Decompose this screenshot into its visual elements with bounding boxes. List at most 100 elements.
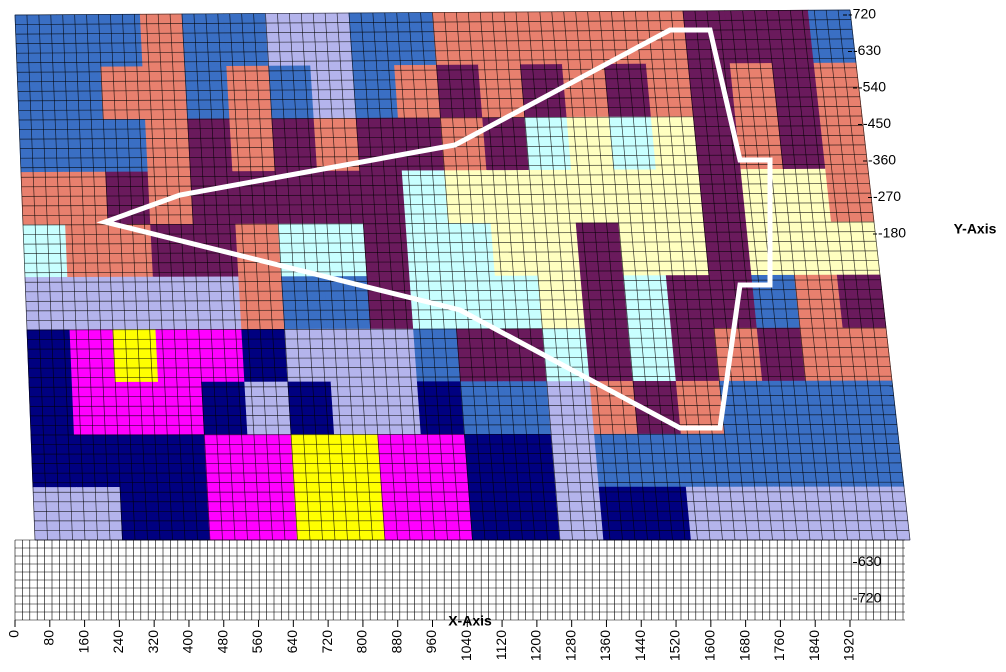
mesh-line bbox=[14, 14, 36, 541]
x-tick-label: 1520 bbox=[667, 630, 683, 661]
mesh-line bbox=[26, 318, 885, 321]
mesh-line bbox=[837, 10, 898, 541]
y-tick-label: 630 bbox=[858, 553, 882, 569]
y-tick-label: -540 bbox=[858, 79, 886, 95]
mesh-line bbox=[599, 11, 648, 541]
y-tick-label: -180 bbox=[878, 225, 906, 241]
mesh-line bbox=[28, 366, 891, 369]
mesh-line bbox=[18, 115, 863, 121]
mesh-line bbox=[25, 279, 881, 283]
floor-grid bbox=[14, 539, 905, 621]
mesh-line bbox=[670, 11, 723, 541]
mesh-line bbox=[31, 443, 900, 445]
x-tick-label: 1200 bbox=[528, 630, 544, 661]
mesh-line bbox=[539, 11, 586, 541]
mesh-line bbox=[217, 13, 248, 541]
mesh-line bbox=[706, 10, 761, 541]
x-tick-label: 1680 bbox=[736, 630, 752, 661]
mesh-line bbox=[32, 481, 904, 484]
mesh-line bbox=[193, 13, 223, 541]
y-tick-label: -270 bbox=[873, 188, 901, 204]
mesh-line bbox=[778, 10, 836, 541]
mesh-line bbox=[456, 12, 498, 541]
x-tick-label: 720 bbox=[319, 630, 335, 654]
x-tick-label: 1840 bbox=[806, 630, 822, 661]
mesh-line bbox=[28, 375, 892, 379]
mesh-line bbox=[754, 10, 811, 541]
mesh-line bbox=[682, 10, 736, 541]
mesh-line bbox=[74, 14, 98, 541]
mesh-line bbox=[20, 163, 868, 169]
y-tick-label: -360 bbox=[868, 152, 896, 168]
x-tick-label: 1280 bbox=[562, 630, 578, 661]
mesh-line bbox=[27, 346, 889, 350]
x-tick-label: 800 bbox=[354, 630, 370, 654]
mesh-line bbox=[19, 134, 865, 140]
mesh-line bbox=[324, 13, 361, 541]
labels: 0 80 160 240 320 400 480 560 640 720 800 880 960 1040… bbox=[6, 6, 907, 661]
mesh-line bbox=[62, 14, 86, 541]
mesh-line bbox=[29, 395, 894, 398]
mesh-line bbox=[336, 13, 373, 541]
x-axis-title: X-Axis bbox=[448, 613, 492, 629]
mesh-line bbox=[491, 12, 536, 541]
mesh-line bbox=[21, 173, 869, 178]
mesh-line bbox=[611, 11, 661, 541]
mesh-line bbox=[229, 13, 261, 541]
mesh-line bbox=[27, 337, 888, 340]
x-tick-label: 640 bbox=[284, 630, 300, 654]
x-tick-label: 320 bbox=[145, 630, 161, 654]
mesh-line bbox=[408, 12, 448, 541]
mesh-line bbox=[384, 12, 423, 541]
mesh-line bbox=[145, 14, 173, 541]
mesh-line bbox=[32, 472, 903, 474]
mesh-line bbox=[360, 12, 398, 541]
mesh-line bbox=[18, 96, 860, 102]
mesh-line bbox=[623, 11, 673, 541]
x-tick-label: 1440 bbox=[632, 630, 648, 661]
x-tick-label: 160 bbox=[75, 630, 91, 654]
mesh-line bbox=[265, 13, 298, 541]
x-tick-label: 1760 bbox=[771, 630, 787, 661]
mesh-line bbox=[30, 414, 896, 417]
mesh-line bbox=[17, 86, 859, 92]
mesh-line bbox=[801, 10, 861, 541]
x-tick-label: 560 bbox=[249, 630, 265, 654]
mesh-line bbox=[17, 77, 858, 83]
mesh-line bbox=[30, 433, 899, 436]
mesh-line bbox=[181, 13, 211, 541]
mesh-line bbox=[26, 14, 48, 541]
mesh-line bbox=[21, 192, 871, 197]
x-tick-label: 880 bbox=[388, 630, 404, 654]
mesh-line bbox=[29, 404, 895, 407]
mesh-line bbox=[14, 9, 851, 16]
mesh-line bbox=[110, 14, 136, 541]
mesh-line bbox=[205, 13, 236, 541]
mesh-line bbox=[766, 10, 823, 541]
mesh-line bbox=[122, 14, 148, 541]
mesh-line bbox=[825, 10, 886, 541]
x-tick-label: 1920 bbox=[841, 630, 857, 661]
mesh-line bbox=[551, 11, 598, 541]
mesh-line bbox=[420, 12, 461, 541]
mesh-line bbox=[26, 327, 887, 331]
x-tick-label: 80 bbox=[40, 630, 56, 646]
mesh-line bbox=[348, 12, 386, 541]
y-axis-title: Y-Axis bbox=[954, 221, 997, 237]
x-tick-label: 0 bbox=[6, 630, 22, 638]
mesh-line bbox=[21, 183, 870, 188]
mesh-line bbox=[29, 385, 893, 388]
mesh-line bbox=[634, 11, 686, 541]
x-tick-label: 240 bbox=[110, 630, 126, 654]
y-tick-label: -450 bbox=[863, 115, 891, 131]
mesh-line bbox=[32, 462, 902, 464]
mesh-line bbox=[15, 19, 852, 25]
mesh-line bbox=[18, 106, 861, 111]
y-tick-label: 720 bbox=[858, 590, 882, 606]
x-tick-label: 480 bbox=[214, 630, 230, 654]
mesh-line bbox=[30, 424, 897, 426]
x-tick-label: 1040 bbox=[458, 630, 474, 661]
mesh-line bbox=[396, 12, 436, 541]
mesh-line bbox=[432, 12, 473, 541]
mesh-line bbox=[86, 14, 111, 541]
